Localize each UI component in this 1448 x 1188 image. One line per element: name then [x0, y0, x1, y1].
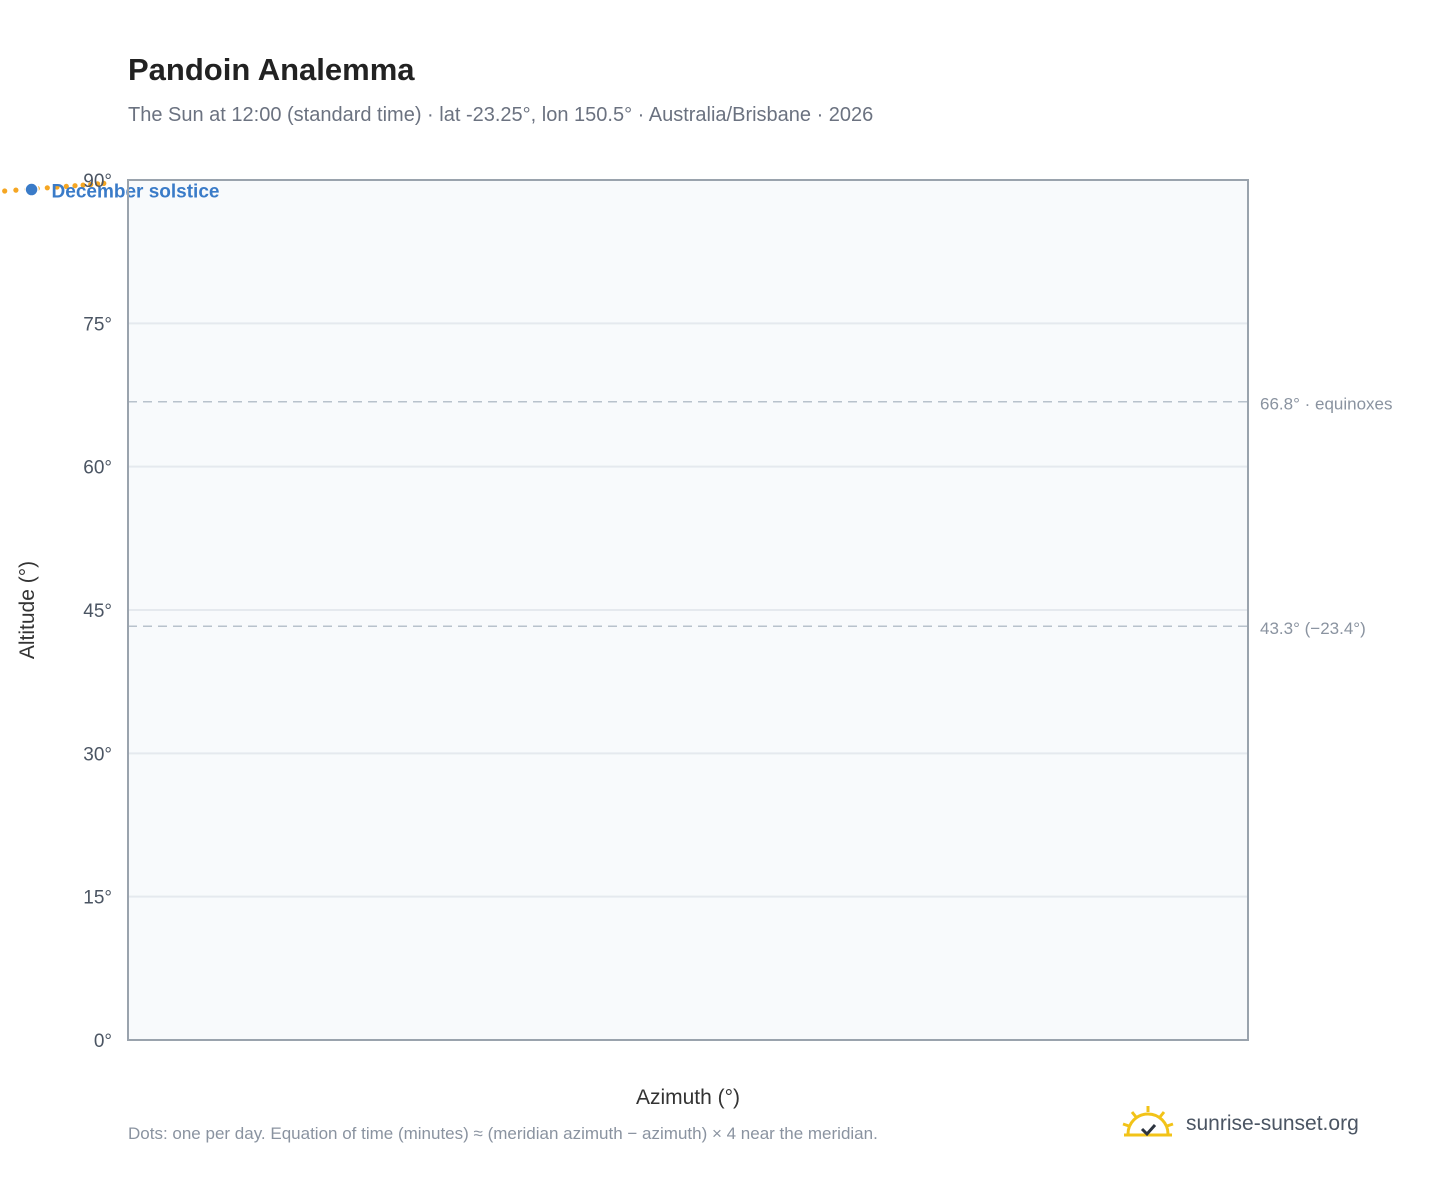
- daily-dot: [63, 183, 69, 189]
- x-axis-label: Azimuth (°): [636, 1086, 740, 1109]
- reference-line-label: 66.8° · equinoxes: [1260, 395, 1393, 414]
- y-tick-label: 75°: [83, 314, 112, 335]
- daily-dot: [101, 180, 107, 186]
- y-tick-label: 90°: [83, 171, 112, 192]
- y-tick-label: 0°: [94, 1031, 112, 1052]
- y-tick-label: 45°: [83, 601, 112, 622]
- plot-frame: [127, 179, 1249, 1041]
- reference-line-label: 43.3° (−23.4°): [1260, 619, 1366, 638]
- footnote: Dots: one per day. Equation of time (min…: [128, 1124, 878, 1143]
- page-title: Pandoin Analemma: [128, 52, 415, 87]
- page-subtitle: The Sun at 12:00 (standard time) · lat -…: [128, 104, 874, 126]
- event-label: December solstice: [52, 182, 220, 203]
- event-marker: [24, 182, 39, 197]
- daily-dot: [54, 184, 60, 190]
- daily-dot: [88, 181, 94, 188]
- daily-dot: [13, 187, 19, 193]
- daily-dot: [80, 182, 86, 188]
- y-tick-label: 30°: [83, 744, 112, 765]
- daily-dot: [72, 183, 78, 189]
- y-tick-label: 60°: [83, 458, 112, 479]
- y-axis-label: Altitude (°): [16, 561, 39, 659]
- daily-dot: [95, 181, 101, 187]
- brand-name: sunrise-sunset.org: [1186, 1112, 1359, 1135]
- brand[interactable]: sunrise-sunset.org: [1120, 1104, 1359, 1144]
- daily-dot: [2, 188, 8, 194]
- daily-dot: [44, 185, 50, 191]
- y-tick-label: 15°: [83, 888, 112, 909]
- sunrise-icon: [1122, 1106, 1174, 1137]
